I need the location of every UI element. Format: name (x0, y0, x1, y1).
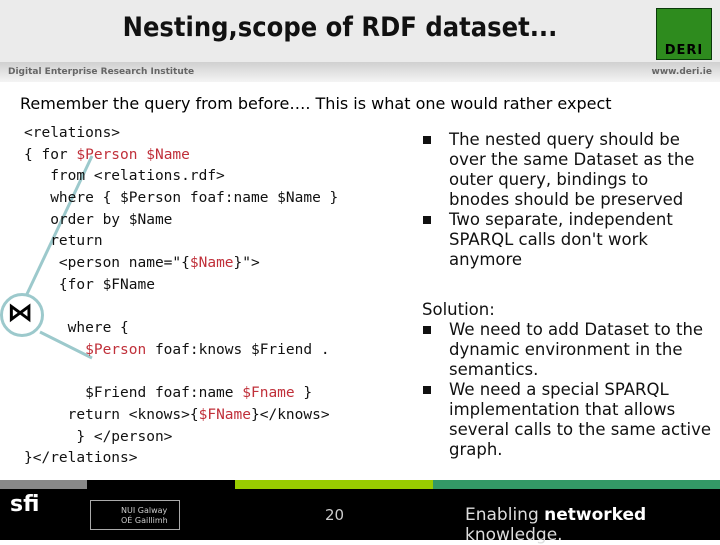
bullet-item: We need a special SPARQL implementation … (422, 380, 720, 460)
code-text: where { (24, 320, 129, 337)
code-line: order by $Name (24, 210, 338, 232)
slide-header: Nesting,scope of RDF dataset... DERI (0, 0, 720, 62)
bullet-item: We need to add Dataset to the dynamic en… (422, 320, 720, 380)
code-line: } </person> (24, 427, 338, 449)
solution-section: Solution: We need to add Dataset to the … (422, 300, 720, 460)
code-variable: $Fname (242, 385, 295, 402)
code-text: }</relations> (24, 450, 138, 467)
bar-lime (235, 480, 433, 489)
code-variable: $Person $Name (76, 146, 190, 163)
nui-galway-logo: NUI Galway OÉ Gaillimh (90, 500, 180, 530)
site-url: www.deri.ie (651, 67, 712, 77)
code-line: { for $Person $Name (24, 145, 338, 167)
code-text: {for $FName (24, 276, 155, 293)
bullet-item: Two separate, independent SPARQL calls d… (422, 210, 712, 270)
footer (0, 489, 720, 540)
page-number: 20 (325, 506, 345, 524)
code-line: <relations> (24, 123, 338, 145)
code-line: return <knows>{$FName}</knows> (24, 405, 338, 427)
code-text: return (24, 233, 103, 250)
code-text: order by $Name (24, 211, 173, 228)
code-line: {for $FName (24, 275, 338, 297)
slide-title: Nesting,scope of RDF dataset... (122, 12, 558, 43)
sfi-logo: sfi (10, 492, 40, 517)
code-text (24, 342, 85, 358)
subheader: Digital Enterprise Research Institute ww… (0, 62, 720, 82)
tagline: Enabling networked knowledge. (465, 505, 647, 545)
lead-text: Remember the query from before…. This is… (20, 94, 612, 113)
code-text: return <knows>{ (24, 406, 199, 423)
code-line: $Person foaf:knows $Friend . (24, 340, 338, 362)
bar-green (433, 480, 720, 489)
code-line (24, 297, 338, 319)
code-text: } (294, 385, 313, 402)
code-text: from <relations.rdf> (24, 168, 225, 185)
bar-gray (0, 480, 87, 489)
code-line: }</relations> (24, 448, 338, 470)
code-line: <person name="{$Name}"> (24, 253, 338, 275)
code-text: $Friend foaf:name (24, 385, 243, 402)
deri-logo: DERI (656, 8, 712, 60)
bar-black (87, 480, 235, 489)
code-block: <relations> { for $Person $Name from <rel… (24, 123, 338, 470)
code-line: from <relations.rdf> (24, 166, 338, 188)
code-text: <person name="{ (24, 255, 190, 272)
code-text: where { $Person foaf:name $Name } (24, 190, 339, 207)
join-icon: ⋈ (0, 293, 44, 337)
code-line: where { $Person foaf:name $Name } (24, 188, 338, 210)
code-text: }"> (233, 255, 260, 272)
code-text: }</knows> (251, 406, 330, 423)
code-line: $Friend foaf:name $Fname } (24, 383, 338, 405)
code-line (24, 362, 338, 384)
code-line: return (24, 231, 338, 253)
code-text: } </person> (24, 428, 173, 445)
code-text: { for (24, 146, 77, 163)
code-variable: $Name (189, 255, 234, 272)
solution-label: Solution: (422, 300, 495, 319)
code-text: foaf:knows $Friend . (146, 341, 330, 358)
institute-name: Digital Enterprise Research Institute (8, 67, 195, 77)
code-text: <relations> (24, 125, 121, 141)
code-variable: $Person (85, 341, 147, 358)
code-line: where { (24, 318, 338, 340)
bullets-problem: The nested query should be over the same… (422, 130, 712, 270)
bullet-item: The nested query should be over the same… (422, 130, 712, 210)
code-variable: $FName (198, 406, 251, 423)
